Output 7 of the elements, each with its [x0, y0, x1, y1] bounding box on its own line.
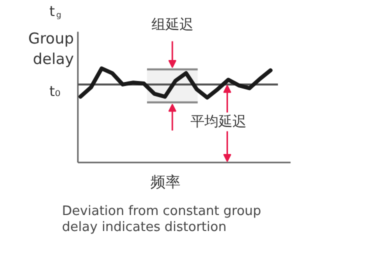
- text: Deviation from constant group delay indicates distortion: [62, 204, 262, 235]
- ref-line-label: 平均延迟: [190, 114, 246, 130]
- x-axis-title: 频率: [150, 173, 180, 192]
- text: tg: [49, 4, 62, 20]
- y-axis-title: Group delay: [28, 29, 74, 68]
- text: t₀: [49, 84, 61, 100]
- band-label: 组延迟: [151, 17, 194, 34]
